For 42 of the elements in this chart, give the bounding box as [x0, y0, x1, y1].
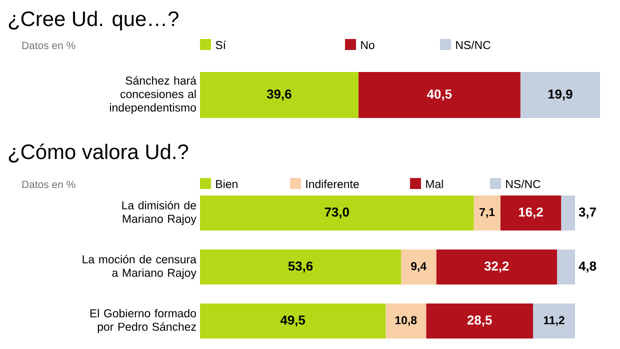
data-label: 7,1: [480, 208, 495, 218]
data-label: 28,5: [467, 315, 492, 327]
legend-label: Mal: [426, 180, 443, 188]
legend-label: Bien: [216, 180, 238, 188]
bar: [200, 304, 386, 339]
y-tick-label: La dimisión de Mariano Rajoy: [122, 200, 196, 226]
chart-title: ¿Cree Ud. que…?: [8, 10, 178, 30]
bar: [474, 196, 500, 230]
data-label: 39,6: [266, 89, 292, 101]
legend-label: Indiferente: [306, 180, 359, 188]
legend-label: NS/NC: [506, 180, 540, 188]
bar: [386, 304, 426, 339]
bar: [200, 196, 474, 230]
data-label: 9,4: [411, 262, 427, 272]
data-label: 4,8: [578, 261, 596, 273]
data-label: 11,2: [544, 316, 564, 326]
bar: [200, 250, 402, 284]
data-label: 3,7: [578, 207, 596, 219]
chart-title: ¿Cómo valora Ud.?: [8, 144, 188, 163]
y-tick-label: Sánchez hará concesiones al independentismo: [110, 76, 196, 114]
legend-label: Sí: [216, 40, 226, 50]
data-label: 49,5: [280, 315, 306, 327]
text: Datos en %: [22, 180, 76, 188]
bar: [426, 304, 534, 339]
data-label: 32,2: [484, 261, 509, 273]
text: Datos en %: [22, 42, 76, 50]
bar: [557, 250, 576, 284]
y-tick-label: El Gobierno formado por Pedro Sánchez: [90, 308, 196, 334]
data-label: 40,5: [427, 89, 452, 101]
data-label: 73,0: [324, 207, 349, 219]
bar: [500, 196, 562, 230]
data-label: 53,6: [288, 261, 313, 273]
bar: [436, 250, 558, 284]
data-label: 16,2: [518, 207, 543, 219]
bar: [533, 304, 576, 339]
legend-label: NS/NC: [456, 40, 490, 50]
data-label: 10,8: [395, 316, 417, 326]
bar: [561, 196, 576, 230]
y-tick-label: La moción de censura a Mariano Rajoy: [82, 254, 196, 280]
bar: [401, 250, 436, 284]
data-label: 19,9: [548, 89, 572, 101]
legend-label: No: [361, 41, 374, 50]
